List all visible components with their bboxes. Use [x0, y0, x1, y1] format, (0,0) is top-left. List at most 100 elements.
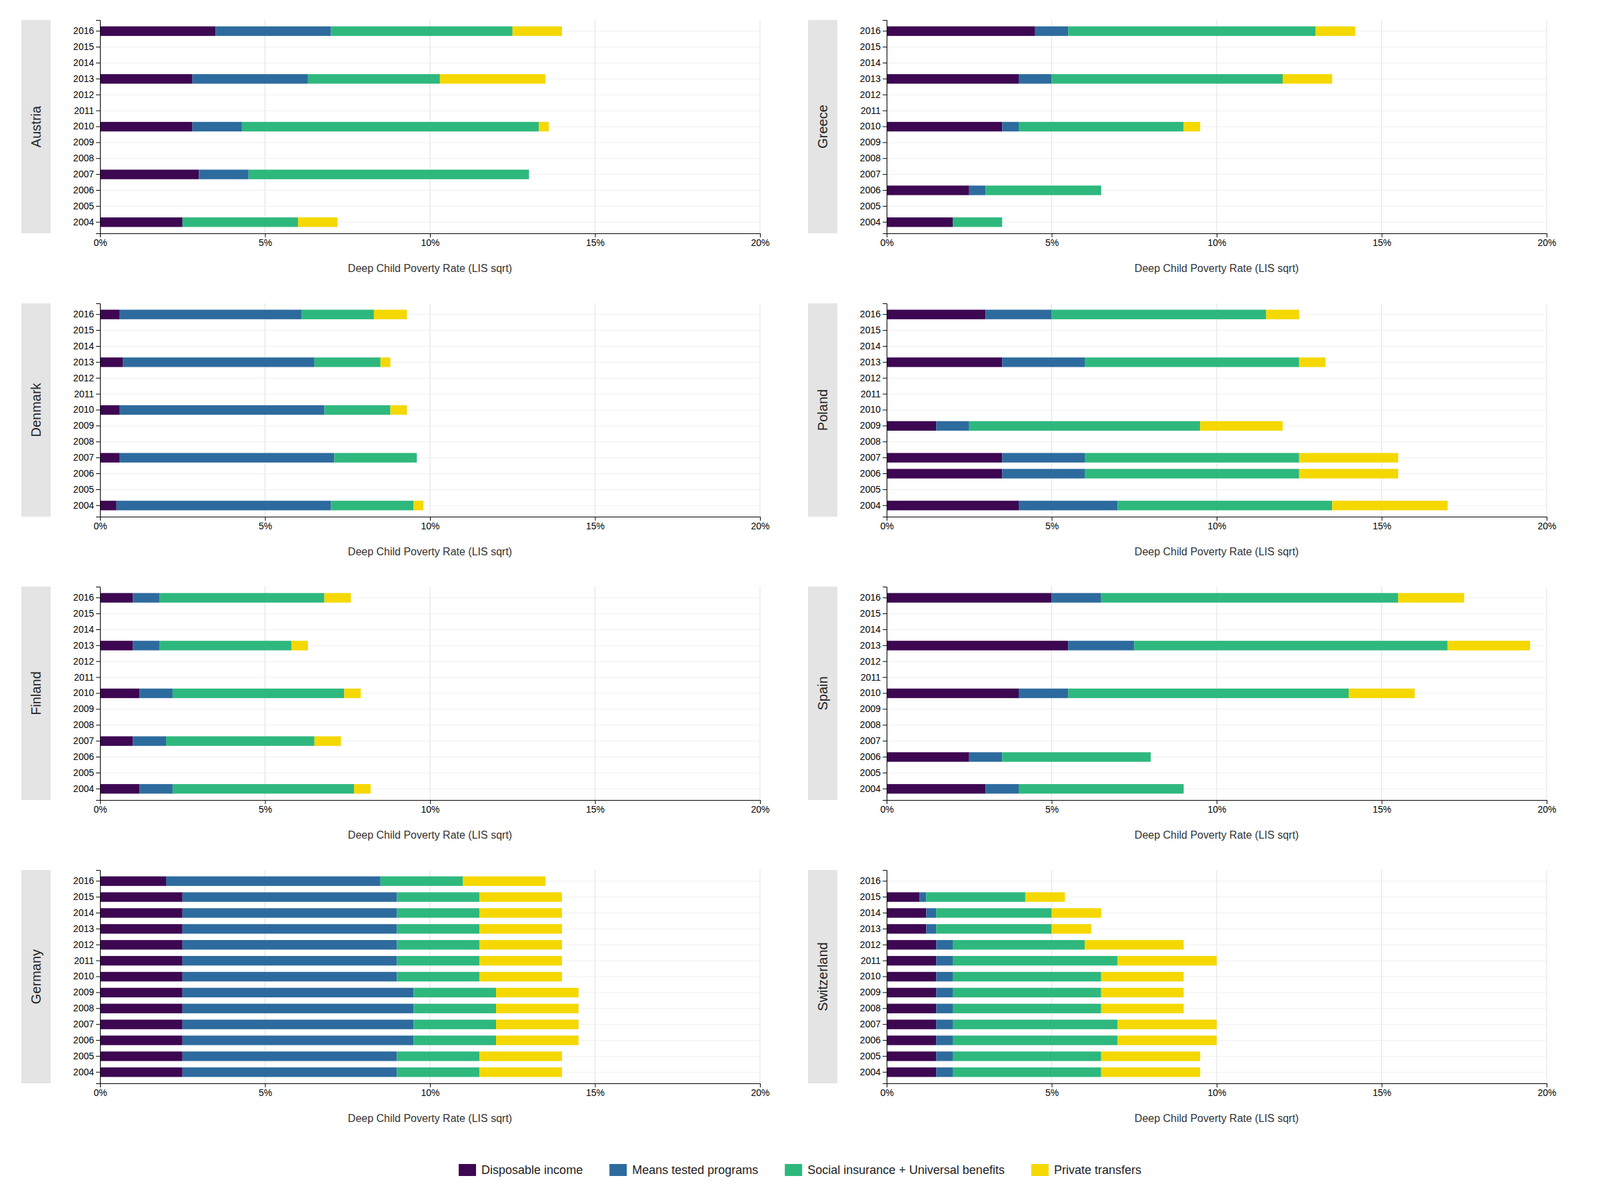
series: [301, 310, 417, 511]
tick-label: 2006: [73, 468, 94, 479]
grid-line: [886, 46, 1547, 48]
tick-label: 2005: [860, 200, 881, 212]
bar-segment: [100, 640, 134, 650]
panel: 0%5%10%15%20%200420052006200720082009201…: [808, 586, 1557, 841]
bar-segment: [1052, 908, 1102, 918]
bar-segment: [936, 1035, 953, 1045]
tick-label: 2007: [860, 452, 881, 463]
tick-mark: [96, 378, 100, 379]
tick-label: 5%: [1045, 1087, 1059, 1098]
grid: [886, 586, 1547, 800]
bar-segment: [1118, 1035, 1218, 1045]
bar-segment: [308, 74, 440, 84]
bar-segment: [479, 892, 562, 902]
bar-segment: [100, 924, 183, 934]
bar-segment: [886, 1067, 936, 1077]
bar-segment: [886, 500, 1019, 510]
bar-segment: [886, 1035, 936, 1045]
tick: 2014: [73, 57, 100, 68]
tick-mark: [882, 206, 887, 207]
tick: 2007: [73, 452, 100, 463]
tick: 2004: [73, 216, 100, 228]
tick: 20%: [1537, 516, 1556, 532]
tick-mark: [882, 693, 887, 694]
tick-label: 2012: [73, 89, 94, 100]
tick-label: 2015: [860, 324, 881, 336]
tick-mark: [882, 190, 887, 191]
tick-mark: [96, 693, 100, 694]
tick-mark: [882, 222, 887, 223]
tick-label: 10%: [420, 804, 440, 815]
bar-segment: [952, 956, 1118, 966]
legend-swatch: [784, 1164, 802, 1176]
axis-line: [96, 870, 101, 1084]
bar-segment: [120, 310, 302, 320]
axis-line: [882, 304, 888, 518]
bar-segment: [1316, 26, 1356, 36]
tick-mark: [882, 362, 887, 363]
tick-mark: [882, 1040, 887, 1041]
legend-item: Private transfers: [1031, 1163, 1142, 1177]
bar-segment: [133, 640, 160, 650]
tick: 2014: [860, 907, 887, 918]
bar-segment: [248, 169, 530, 179]
y-axis: 2004200520062007200820092010201120122013…: [860, 20, 888, 234]
bar-segment: [886, 74, 1019, 84]
legend-label: Means tested programs: [632, 1163, 758, 1177]
bar-segment: [182, 1019, 414, 1029]
axis-title: Deep Child Poverty Rate (LIS sqrt): [348, 1112, 512, 1124]
tick-mark: [96, 960, 100, 962]
tick-label: 10%: [1207, 237, 1226, 248]
tick-mark: [96, 613, 100, 614]
tick-mark: [96, 1056, 100, 1057]
tick: 5%: [1045, 233, 1059, 248]
bar-segment: [380, 876, 464, 886]
grid-line: [886, 158, 1547, 159]
x-axis: 0%5%10%15%20%: [880, 516, 1556, 532]
series: [374, 310, 424, 511]
bar-segment: [1018, 74, 1052, 84]
tick-label: 2006: [860, 468, 881, 479]
bar-segment: [496, 1004, 579, 1014]
grid-line: [100, 94, 760, 96]
bar-segment: [952, 1004, 1102, 1014]
bar-segment: [199, 169, 249, 179]
bar-segment: [172, 784, 354, 794]
tick-mark: [96, 788, 100, 790]
panel: 0%5%10%15%20%200420052006200720082009201…: [808, 870, 1557, 1124]
tick: 2008: [73, 152, 100, 164]
bar-segment: [413, 988, 496, 998]
legend-swatch: [458, 1164, 476, 1176]
grid-line: [100, 677, 760, 678]
bar-segment: [397, 940, 480, 950]
bar-segment: [1448, 640, 1531, 650]
bar-segment: [100, 1067, 183, 1077]
bar-segment: [1200, 421, 1283, 431]
bar-segment: [100, 908, 183, 918]
legend-swatch: [1031, 1164, 1049, 1176]
bar-segment: [1299, 357, 1326, 367]
bar-segment: [479, 940, 562, 950]
tick-mark: [882, 1024, 887, 1025]
tick: 2006: [860, 751, 887, 762]
tick: 2007: [860, 168, 887, 180]
tick-mark: [882, 944, 887, 946]
tick-mark: [882, 597, 887, 598]
axis-title: Deep Child Poverty Rate (LIS sqrt): [348, 262, 512, 274]
panel: 0%5%10%15%20%200420052006200720082009201…: [21, 20, 770, 274]
tick-mark: [882, 94, 887, 96]
y-axis: 2004200520062007200820092010201120122013…: [860, 870, 888, 1084]
tick-label: 2016: [73, 875, 94, 886]
tick: 2009: [860, 986, 887, 998]
tick-mark: [96, 1040, 100, 1041]
bar-segment: [440, 74, 546, 84]
grid-line: [886, 174, 1547, 175]
tick: 2013: [860, 923, 887, 934]
bars: [100, 26, 562, 228]
series: [100, 310, 124, 511]
tick-label: 2004: [860, 500, 881, 511]
tick-label: 2014: [860, 340, 881, 352]
tick-label: 2010: [860, 687, 881, 698]
series: [1002, 593, 1448, 794]
bar-segment: [331, 26, 513, 36]
